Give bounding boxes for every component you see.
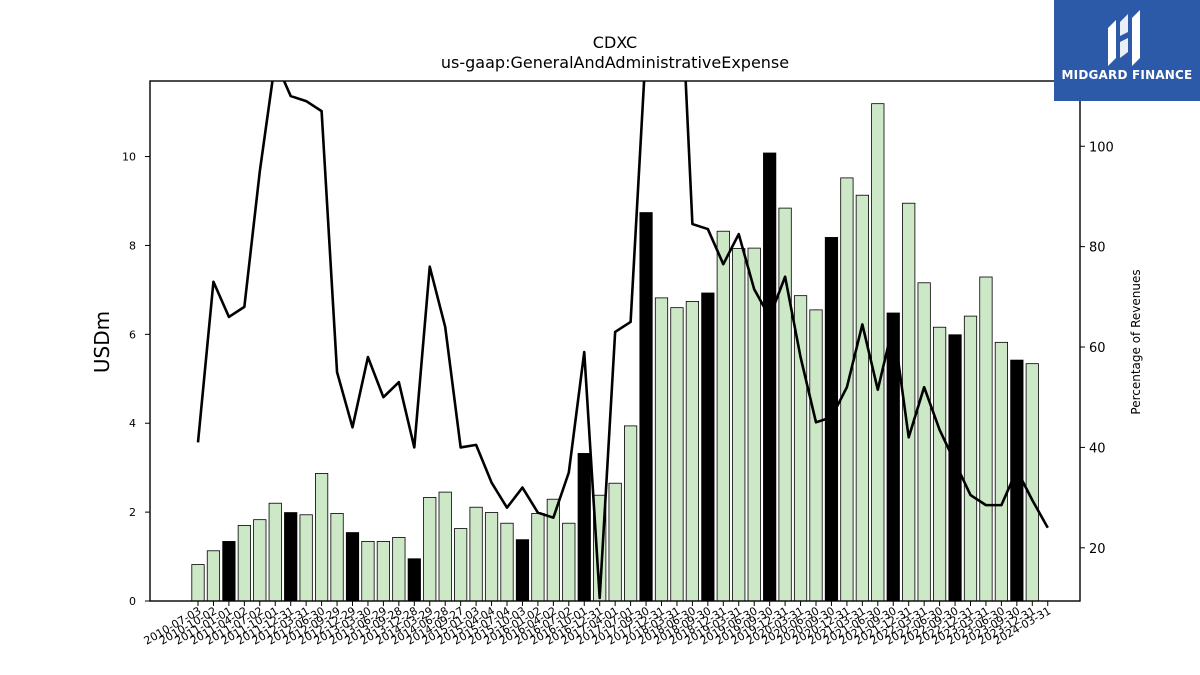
bar xyxy=(407,558,421,601)
y-tick-label: 2 xyxy=(129,506,136,519)
bar xyxy=(531,513,545,601)
bar xyxy=(438,491,452,601)
bar xyxy=(392,537,406,601)
chart-subtitle: us-gaap:GeneralAndAdministrativeExpense xyxy=(441,53,789,72)
bar xyxy=(778,207,792,601)
bar xyxy=(284,512,298,601)
bar xyxy=(701,292,715,601)
bar xyxy=(917,282,931,601)
bar xyxy=(747,247,761,601)
bar xyxy=(593,494,607,601)
bar xyxy=(469,506,483,601)
bar xyxy=(933,326,947,601)
bar xyxy=(577,453,591,601)
bar xyxy=(654,297,669,601)
line-series xyxy=(196,81,1049,600)
y-tick-label: 4 xyxy=(129,417,136,430)
percentage-line xyxy=(196,81,1049,600)
bar xyxy=(345,532,360,601)
bar xyxy=(670,307,684,601)
midgard-finance-logo: MIDGARD FINANCE xyxy=(1054,0,1200,101)
bar xyxy=(330,513,344,601)
bar xyxy=(1025,363,1039,601)
y2-tick-label: 100 xyxy=(1089,140,1114,155)
chart-title: CDXC xyxy=(593,33,637,52)
midgard-logo-icon xyxy=(1108,10,1140,66)
bar xyxy=(191,564,205,601)
bar xyxy=(608,482,622,601)
bar xyxy=(639,212,653,601)
y2-axis-label: Percentage of Revenues xyxy=(1129,269,1143,414)
bar xyxy=(979,276,993,601)
y-tick-label: 6 xyxy=(129,328,136,341)
bar-series xyxy=(191,103,1039,601)
bar xyxy=(855,194,869,601)
bar xyxy=(423,497,437,601)
bar xyxy=(500,522,514,601)
bar xyxy=(809,309,823,601)
y2-tick-label: 40 xyxy=(1089,441,1106,456)
bar xyxy=(515,539,530,601)
bar xyxy=(206,550,221,601)
bar xyxy=(716,230,730,601)
bar xyxy=(793,295,808,601)
y2-tick-label: 60 xyxy=(1089,341,1106,356)
bar xyxy=(376,541,391,601)
bar xyxy=(732,248,746,601)
bar xyxy=(886,312,900,601)
bar xyxy=(546,498,560,601)
y-tick-label: 0 xyxy=(129,595,136,608)
bar xyxy=(222,541,236,601)
bar xyxy=(948,334,962,601)
bar xyxy=(871,103,885,601)
y-tick-label: 10 xyxy=(122,151,136,164)
bar xyxy=(994,341,1009,601)
bar xyxy=(963,315,978,601)
y-axis-label: USDm xyxy=(90,311,114,373)
y-tick-label: 8 xyxy=(129,239,136,252)
bar xyxy=(624,425,638,601)
bar xyxy=(314,473,329,601)
bar xyxy=(484,512,499,601)
axes: 0246810204060801002010-07-032010-10-0220… xyxy=(122,80,1114,648)
bar xyxy=(562,522,576,601)
bar xyxy=(685,301,700,601)
y2-tick-label: 80 xyxy=(1089,241,1106,256)
bar xyxy=(268,502,282,601)
bar xyxy=(237,525,251,601)
bar xyxy=(361,541,375,601)
bar xyxy=(902,202,916,601)
bar xyxy=(454,528,468,601)
bar xyxy=(763,152,777,601)
bar xyxy=(299,514,313,601)
y2-tick-label: 20 xyxy=(1089,542,1106,557)
logo-text: MIDGARD FINANCE xyxy=(1061,68,1193,82)
bar xyxy=(253,519,267,601)
